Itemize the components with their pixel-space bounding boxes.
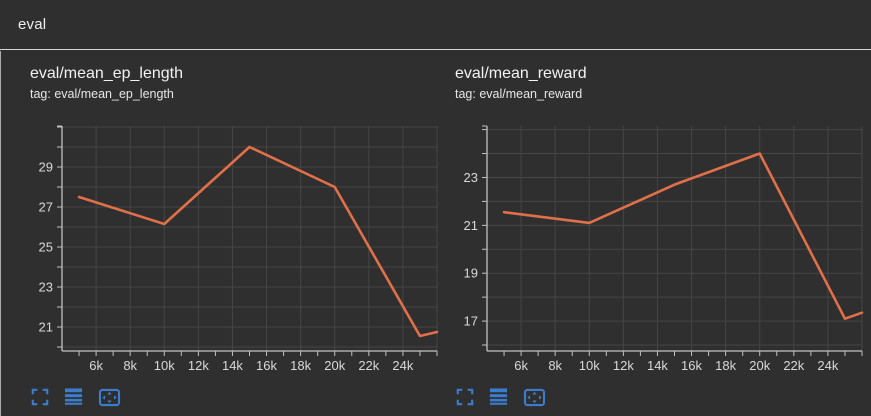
chart-title: eval/mean_ep_length — [30, 65, 184, 82]
fit-domain-button[interactable] — [98, 388, 121, 407]
chart-tag: tag: eval/mean_ep_length — [30, 87, 174, 101]
svg-text:6k: 6k — [514, 358, 528, 373]
chart-card-mean-reward: eval/mean_reward tag: eval/mean_reward 1… — [439, 59, 864, 416]
svg-text:8k: 8k — [123, 358, 137, 373]
svg-text:18k: 18k — [290, 358, 311, 373]
svg-text:10k: 10k — [154, 358, 175, 373]
fit-domain-button[interactable] — [523, 388, 546, 407]
svg-text:17: 17 — [464, 314, 478, 329]
section-body: eval/mean_ep_length tag: eval/mean_ep_le… — [0, 51, 871, 416]
section-title: eval — [18, 16, 47, 33]
log-scale-toggle-button[interactable] — [64, 387, 83, 407]
svg-text:12k: 12k — [188, 358, 209, 373]
svg-text:24k: 24k — [392, 358, 413, 373]
expand-icon — [31, 388, 49, 406]
chart-tag: tag: eval/mean_reward — [455, 87, 583, 101]
chart-toolbar — [31, 387, 439, 407]
log-scale-toggle-button[interactable] — [489, 387, 508, 407]
svg-text:14k: 14k — [222, 358, 243, 373]
svg-text:25: 25 — [39, 240, 53, 255]
svg-text:23: 23 — [464, 170, 478, 185]
chart-title: eval/mean_reward — [455, 65, 587, 82]
svg-text:21: 21 — [39, 320, 53, 335]
expand-chart-button[interactable] — [456, 388, 474, 406]
svg-text:19: 19 — [464, 266, 478, 281]
svg-text:22k: 22k — [358, 358, 379, 373]
svg-text:8k: 8k — [548, 358, 562, 373]
svg-text:20k: 20k — [324, 358, 345, 373]
log-scale-icon — [64, 388, 83, 405]
mean-ep-length-line-chart[interactable]: 21 23 25 27 29 6k 8k 10k 12k 14k 16k 18k 20k 22k 24k — [28, 117, 440, 379]
svg-text:23: 23 — [39, 280, 53, 295]
svg-text:16k: 16k — [681, 358, 702, 373]
expand-icon — [456, 388, 474, 406]
mean-reward-line-chart[interactable]: 17 19 21 23 6k 8k 10k 12k 14k 16k 18k 20k 22k 24k — [453, 117, 865, 379]
svg-text:10k: 10k — [579, 358, 600, 373]
svg-text:14k: 14k — [647, 358, 668, 373]
chart-card-mean-ep-length: eval/mean_ep_length tag: eval/mean_ep_le… — [14, 59, 439, 416]
svg-text:20k: 20k — [749, 358, 770, 373]
fit-domain-icon — [98, 388, 121, 406]
svg-text:27: 27 — [39, 200, 53, 215]
svg-text:16k: 16k — [256, 358, 277, 373]
svg-text:29: 29 — [39, 160, 53, 175]
svg-text:22k: 22k — [783, 358, 804, 373]
log-scale-icon — [489, 388, 508, 405]
svg-text:12k: 12k — [613, 358, 634, 373]
section-header-eval[interactable]: eval — [0, 0, 871, 50]
expand-chart-button[interactable] — [31, 388, 49, 406]
svg-text:21: 21 — [464, 218, 478, 233]
svg-text:18k: 18k — [715, 358, 736, 373]
svg-text:24k: 24k — [817, 358, 838, 373]
chart-toolbar — [456, 387, 864, 407]
fit-domain-icon — [523, 388, 546, 406]
svg-text:6k: 6k — [89, 358, 103, 373]
